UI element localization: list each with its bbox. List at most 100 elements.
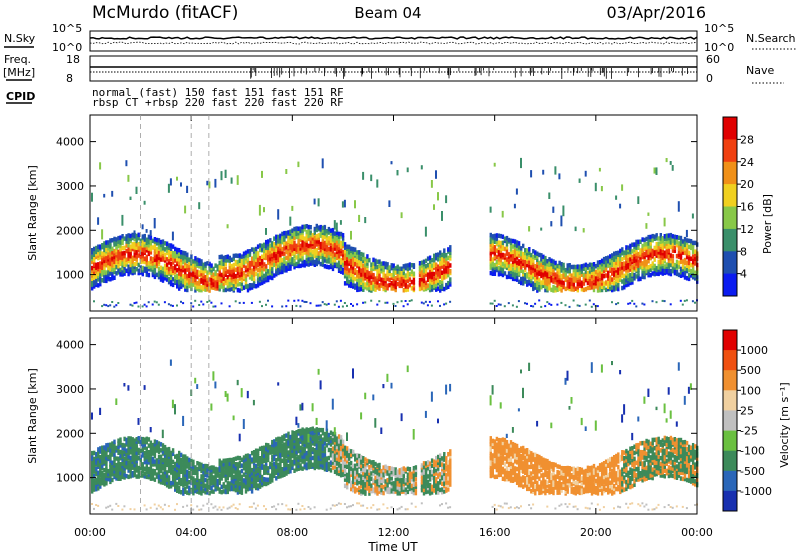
echo-cell xyxy=(127,461,129,466)
echo-cell xyxy=(162,243,164,248)
echo-cell xyxy=(214,476,216,481)
echo-cell xyxy=(510,239,512,244)
echo-cell xyxy=(301,446,303,451)
echo-cell xyxy=(328,439,330,444)
echo-cell xyxy=(180,301,182,303)
echo-cell xyxy=(93,262,95,267)
echo-cell xyxy=(314,506,316,508)
echo-cell xyxy=(293,227,295,232)
echo-cell xyxy=(194,300,196,302)
echo-cell xyxy=(101,305,103,307)
echo-cell xyxy=(504,305,506,307)
echo-cell xyxy=(320,452,322,457)
echo-cell xyxy=(516,189,518,195)
echo-cell xyxy=(449,263,451,268)
echo-cell xyxy=(680,300,682,302)
noise-strip xyxy=(90,31,697,51)
echo-cell xyxy=(684,251,686,256)
echo-cell xyxy=(101,243,103,248)
echo-cell xyxy=(314,199,316,205)
echo-cell xyxy=(656,301,658,303)
echo-cell xyxy=(93,247,95,252)
echo-cell xyxy=(587,264,589,269)
echo-cell xyxy=(101,455,103,460)
echo-cell xyxy=(326,509,328,511)
echo-cell xyxy=(336,263,338,268)
echo-cell xyxy=(156,508,158,510)
echo-cell xyxy=(439,305,441,307)
echo-cell xyxy=(172,277,174,282)
echo-cell xyxy=(117,505,119,507)
echo-cell xyxy=(510,264,512,269)
nave-tick-top: 60 xyxy=(706,53,720,66)
echo-cell xyxy=(241,485,243,490)
echo-cell xyxy=(405,300,407,302)
echo-cell xyxy=(526,303,528,305)
echo-cell xyxy=(332,399,334,410)
echo-cell xyxy=(267,255,269,260)
echo-cell xyxy=(301,440,303,445)
echo-cell xyxy=(172,257,174,262)
echo-cell xyxy=(621,184,623,190)
echo-cell xyxy=(336,504,338,506)
echo-cell xyxy=(103,304,105,306)
echo-cell xyxy=(146,267,148,272)
y-tick-label: 2000 xyxy=(56,224,84,237)
echo-cell xyxy=(310,427,312,432)
echo-cell xyxy=(295,305,297,307)
echo-cell xyxy=(223,459,225,464)
echo-cell xyxy=(275,508,277,510)
echo-cell xyxy=(206,468,208,473)
echo-cell xyxy=(146,229,148,233)
echo-cell xyxy=(502,241,504,246)
echo-cell xyxy=(174,404,176,414)
echo-cell xyxy=(548,193,550,200)
echo-cell xyxy=(162,443,164,448)
echo-cell xyxy=(421,302,423,304)
echo-cell xyxy=(516,306,518,308)
echo-cell xyxy=(105,507,107,509)
echo-cell xyxy=(613,252,615,257)
y-tick-label: 1000 xyxy=(56,269,84,282)
echo-cell xyxy=(605,288,607,293)
echo-cell xyxy=(500,304,502,306)
echo-cell xyxy=(152,304,154,306)
echo-cell xyxy=(558,173,560,179)
echo-cell xyxy=(631,255,633,260)
echo-cell xyxy=(336,223,338,232)
echo-cell xyxy=(107,506,109,508)
echo-cell xyxy=(431,263,433,268)
echo-cell xyxy=(154,218,156,228)
echo-cell xyxy=(587,286,589,291)
echo-cell xyxy=(443,248,445,253)
echo-cell xyxy=(180,458,182,463)
echo-cell xyxy=(299,404,301,410)
echo-cell xyxy=(251,302,253,304)
echo-cell xyxy=(449,269,451,274)
echo-cell xyxy=(619,204,621,209)
echo-cell xyxy=(249,454,251,459)
echo-cell xyxy=(119,247,121,252)
echo-cell xyxy=(202,505,204,507)
echo-cell xyxy=(186,186,188,193)
echo-cell xyxy=(571,278,573,283)
echo-cell xyxy=(336,471,338,476)
echo-cell xyxy=(138,436,140,441)
echo-cell xyxy=(125,160,127,166)
echo-cell xyxy=(498,303,500,305)
echo-cell xyxy=(678,201,680,212)
echo-cell xyxy=(111,478,113,483)
echo-cell xyxy=(223,256,225,261)
echo-cell xyxy=(530,170,532,177)
echo-cell xyxy=(239,434,241,442)
echo-cell xyxy=(370,262,372,267)
echo-cell xyxy=(344,255,346,260)
echo-cell xyxy=(225,170,227,178)
echo-cell xyxy=(293,236,295,241)
echo-cell xyxy=(180,182,182,186)
echo-cell xyxy=(277,503,279,505)
echo-cell xyxy=(259,276,261,281)
echo-cell xyxy=(138,253,140,257)
echo-cell xyxy=(587,271,589,276)
echo-cell xyxy=(328,303,330,305)
